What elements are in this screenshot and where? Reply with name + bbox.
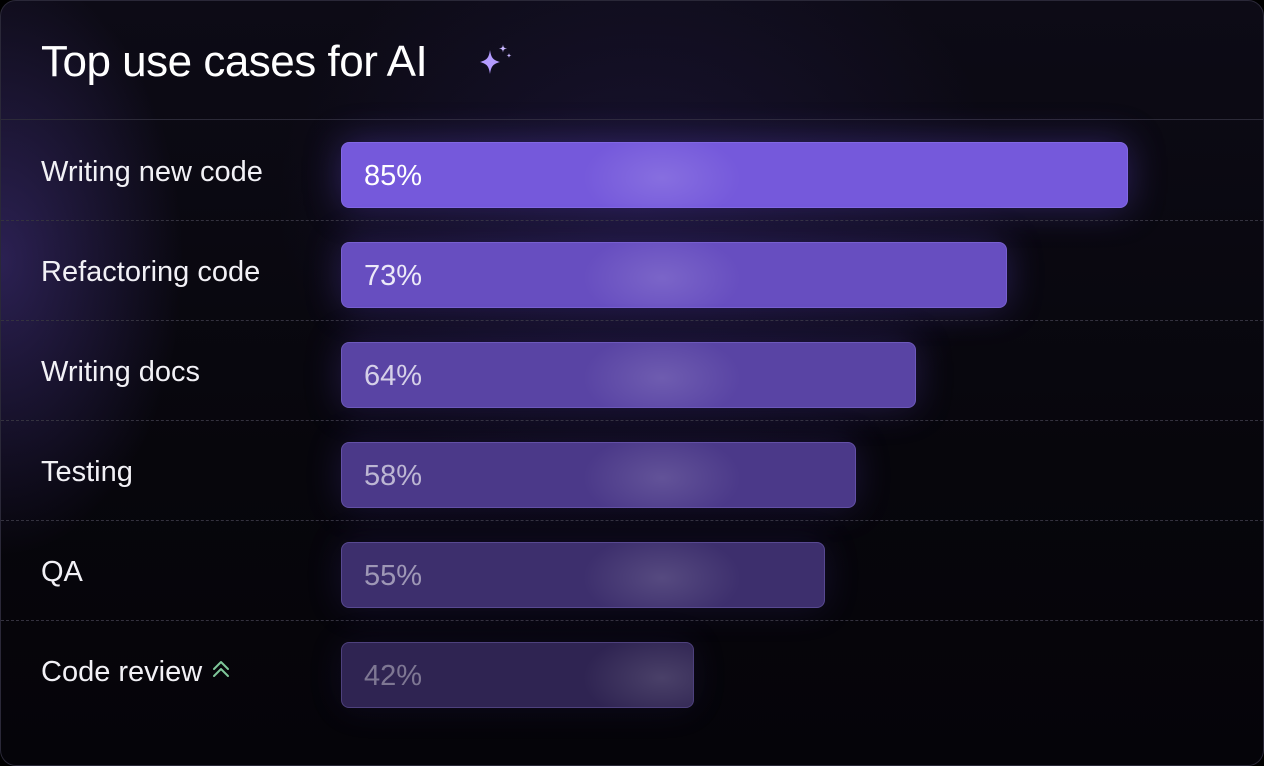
category-label: Testing — [41, 456, 133, 488]
row-divider — [1, 220, 1263, 221]
bar-value-label: 64% — [364, 360, 423, 392]
bar: 58% — [341, 442, 856, 508]
bar-chart: Writing new code 85% Refactoring code 73% Wr… — [1, 121, 1263, 741]
category-label: Writing docs — [41, 356, 201, 388]
bar: 85% — [341, 142, 1128, 208]
bar: 42% — [341, 642, 694, 708]
category-label: Code review — [41, 655, 232, 689]
title-row: Top use cases for AI — [1, 1, 1263, 120]
category-label: Writing new code — [41, 156, 263, 188]
category-label: QA — [41, 556, 83, 588]
bar: 64% — [341, 342, 916, 408]
row-divider — [1, 320, 1263, 321]
bar-value-label: 55% — [364, 560, 423, 592]
bar-value-label: 58% — [364, 460, 423, 492]
row-divider — [1, 620, 1263, 621]
bar-value-label: 73% — [364, 260, 423, 292]
chart-row: QA 55% — [1, 521, 1263, 621]
bar: 73% — [341, 242, 1007, 308]
row-divider — [1, 420, 1263, 421]
sparkle-icon — [480, 44, 512, 74]
bar-value-label: 42% — [364, 660, 423, 692]
double-chevron-up-icon — [213, 661, 230, 678]
bar-value-label: 85% — [364, 160, 423, 192]
bar: 55% — [341, 542, 825, 608]
row-divider — [1, 520, 1263, 521]
chart-row: Testing 58% — [1, 421, 1263, 521]
chart-row: Refactoring code 73% — [1, 221, 1263, 321]
chart-title: Top use cases for AI — [41, 37, 428, 86]
chart-row: Code review 42% — [1, 621, 1263, 721]
category-label: Refactoring code — [41, 256, 261, 288]
chart-row: Writing new code 85% — [1, 121, 1263, 221]
chart-row: Writing docs 64% — [1, 321, 1263, 421]
